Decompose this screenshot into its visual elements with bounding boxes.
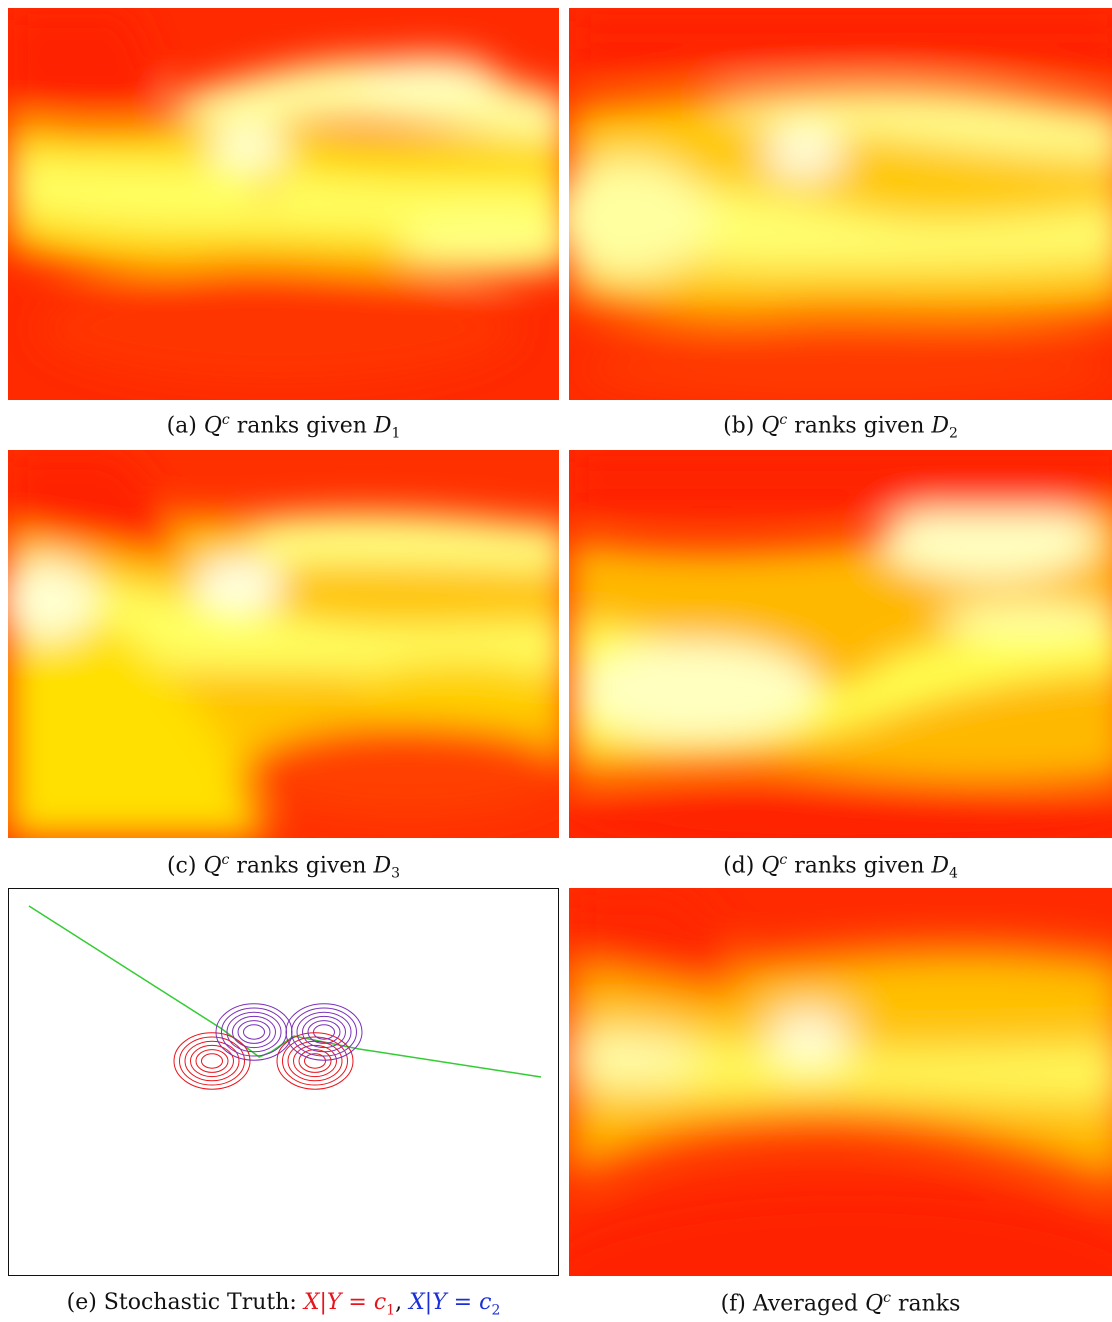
caption-d: (d) Qc ranks given D4 [569,852,1112,882]
caption-f-text: ranks [891,1291,961,1317]
caption-a-text: ranks given [229,413,374,439]
class-c2-ring [226,1011,282,1053]
caption-a-sup: c [221,412,230,428]
caption-c-symbol: Q [203,853,222,879]
caption-a-label: (a) [166,413,204,439]
caption-d-sup: c [779,852,788,868]
caption-d-text: ranks given [787,853,932,879]
class-c1-ring [201,1053,223,1069]
class-c2-ring [302,1015,346,1049]
heatmap-panel-f [569,888,1112,1276]
heatmap-panel-b [569,8,1112,400]
caption-e-label: (e) Stochastic Truth: [66,1290,304,1315]
class-c1-ring [190,1044,234,1078]
class-c1-ring [304,1053,326,1069]
class-c1-ring [195,1049,229,1073]
caption-c-sup: c [221,852,230,868]
class-c1-ring [184,1040,240,1082]
caption-f: (f) Averaged Qc ranks [569,1290,1112,1316]
caption-b-var: D [931,413,949,439]
caption-c-sub: 3 [391,865,401,882]
class-c2-ring [296,1011,352,1053]
stochastic-truth-panel-e [8,888,559,1276]
heatmap-panel-c [8,450,559,838]
caption-b-sub: 2 [949,425,958,442]
class-c2-ring [313,1024,335,1040]
class-c1-ring [298,1049,332,1073]
caption-d-var: D [931,853,949,879]
caption-a-symbol: Q [203,413,222,439]
class-c1-ring [179,1036,245,1086]
caption-b-sup: c [779,412,788,428]
caption-e-class1-sub: 1 [386,1302,396,1319]
caption-c: (c) Qc ranks given D3 [8,852,559,882]
class-c1-ring [293,1044,337,1078]
caption-b-text: ranks given [787,413,932,439]
heatmap-panel-a [8,8,559,400]
caption-c-var: D [373,853,392,879]
class-c2-contours [215,1003,363,1061]
caption-b-symbol: Q [761,413,780,439]
caption-a-sub: 1 [391,425,401,442]
caption-a-var: D [373,413,392,439]
caption-f-symbol: Q [865,1291,884,1317]
class-c2-ring [243,1024,265,1040]
class-c2-ring [221,1007,287,1057]
class-c1-ring [282,1036,348,1086]
caption-b: (b) Qc ranks given D2 [569,412,1112,442]
caption-e-sep: , [395,1290,410,1315]
caption-e-class2-sub: 2 [491,1302,501,1319]
caption-c-text: ranks given [229,853,374,879]
class-c2-ring [307,1020,341,1044]
caption-d-label: (d) [723,853,762,879]
caption-e-class1: X|Y = c [303,1290,387,1315]
caption-f-sup: c [883,1290,892,1306]
class-c1-contours [173,1032,354,1090]
caption-d-symbol: Q [761,853,780,879]
caption-e: (e) Stochastic Truth: X|Y = c1, X|Y = c2 [8,1290,559,1318]
class-c1-ring [173,1032,251,1090]
class-c2-ring [232,1015,276,1049]
class-c2-ring [291,1007,357,1057]
class-c1-ring [287,1040,343,1082]
class-c2-ring [237,1020,271,1044]
caption-c-label: (c) [166,853,204,879]
caption-a: (a) Qc ranks given D1 [8,412,559,442]
caption-f-label: (f) Averaged [720,1291,866,1317]
caption-d-sub: 4 [949,865,958,882]
caption-b-label: (b) [723,413,762,439]
heatmap-panel-d [569,450,1112,838]
class-c2-ring [285,1003,363,1061]
class-c1-ring [276,1032,354,1090]
caption-e-class2: X|Y = c [409,1290,492,1315]
